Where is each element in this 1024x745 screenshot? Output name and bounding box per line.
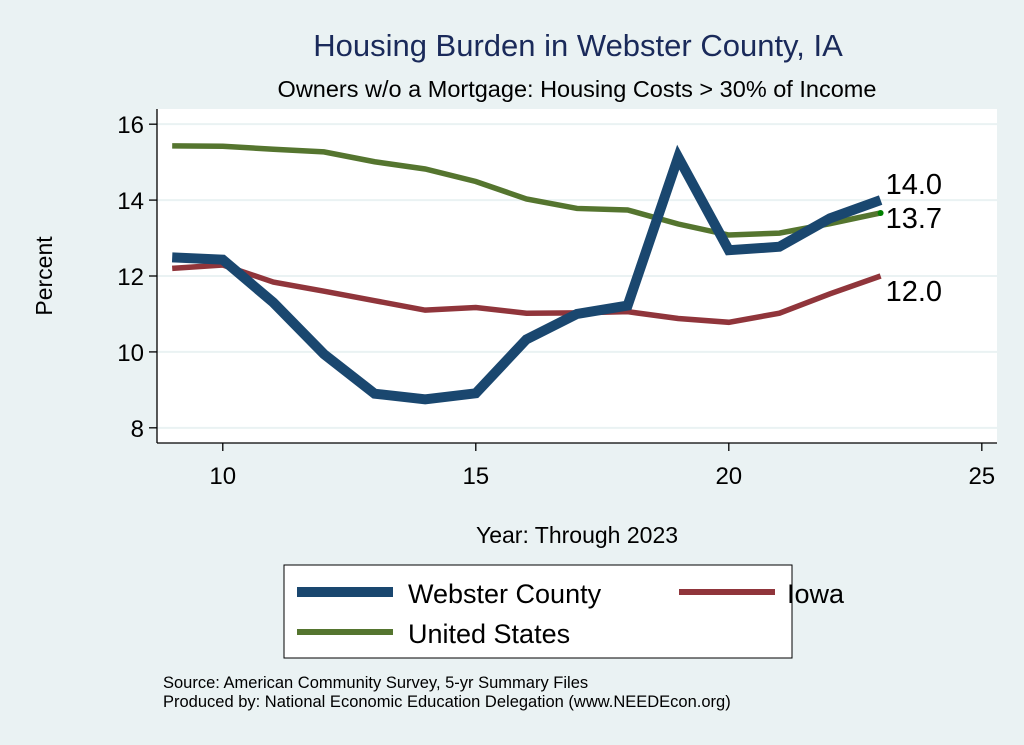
x-tick-label: 10	[209, 463, 236, 490]
legend-label-united-states: United States	[408, 619, 570, 649]
end-label-united-states: 13.7	[886, 203, 942, 235]
gridlines	[157, 123, 997, 429]
legend: Webster County Iowa United States	[283, 564, 845, 659]
x-tick-label: 20	[715, 463, 742, 490]
legend-label-iowa: Iowa	[787, 579, 845, 609]
x-tick-label: 15	[462, 463, 489, 490]
producer-note: Produced by: National Economic Education…	[163, 693, 731, 711]
x-tick-label: 25	[968, 463, 995, 490]
end-label-iowa: 12.0	[886, 276, 942, 308]
y-tick-label: 16	[117, 112, 144, 139]
y-tick-label: 14	[117, 188, 144, 215]
chart-title: Housing Burden in Webster County, IA	[313, 28, 843, 63]
chart-subtitle: Owners w/o a Mortgage: Housing Costs > 3…	[278, 76, 877, 102]
legend-box	[283, 564, 793, 659]
y-tick-label: 8	[131, 416, 144, 443]
end-label-webster-county: 14.0	[886, 169, 942, 201]
series-lines	[171, 143, 884, 405]
end-labels: 14.0 12.0 13.7	[886, 169, 942, 308]
legend-label-webster-county: Webster County	[408, 579, 602, 609]
x-axis-title: Year: Through 2023	[476, 522, 678, 548]
series-line-united-states	[172, 143, 882, 238]
x-axis-ticks: 10 15 20 25	[209, 443, 995, 490]
series-line-webster-county	[171, 144, 883, 405]
y-axis-ticks: 8 10 12 14 16	[117, 112, 157, 443]
source-note: Source: American Community Survey, 5-yr …	[163, 674, 588, 692]
y-axis-title: Percent	[31, 236, 57, 316]
series-line-iowa	[171, 262, 882, 326]
y-tick-label: 10	[117, 340, 144, 367]
end-marker-united-states	[877, 209, 884, 216]
y-tick-label: 12	[117, 264, 144, 291]
